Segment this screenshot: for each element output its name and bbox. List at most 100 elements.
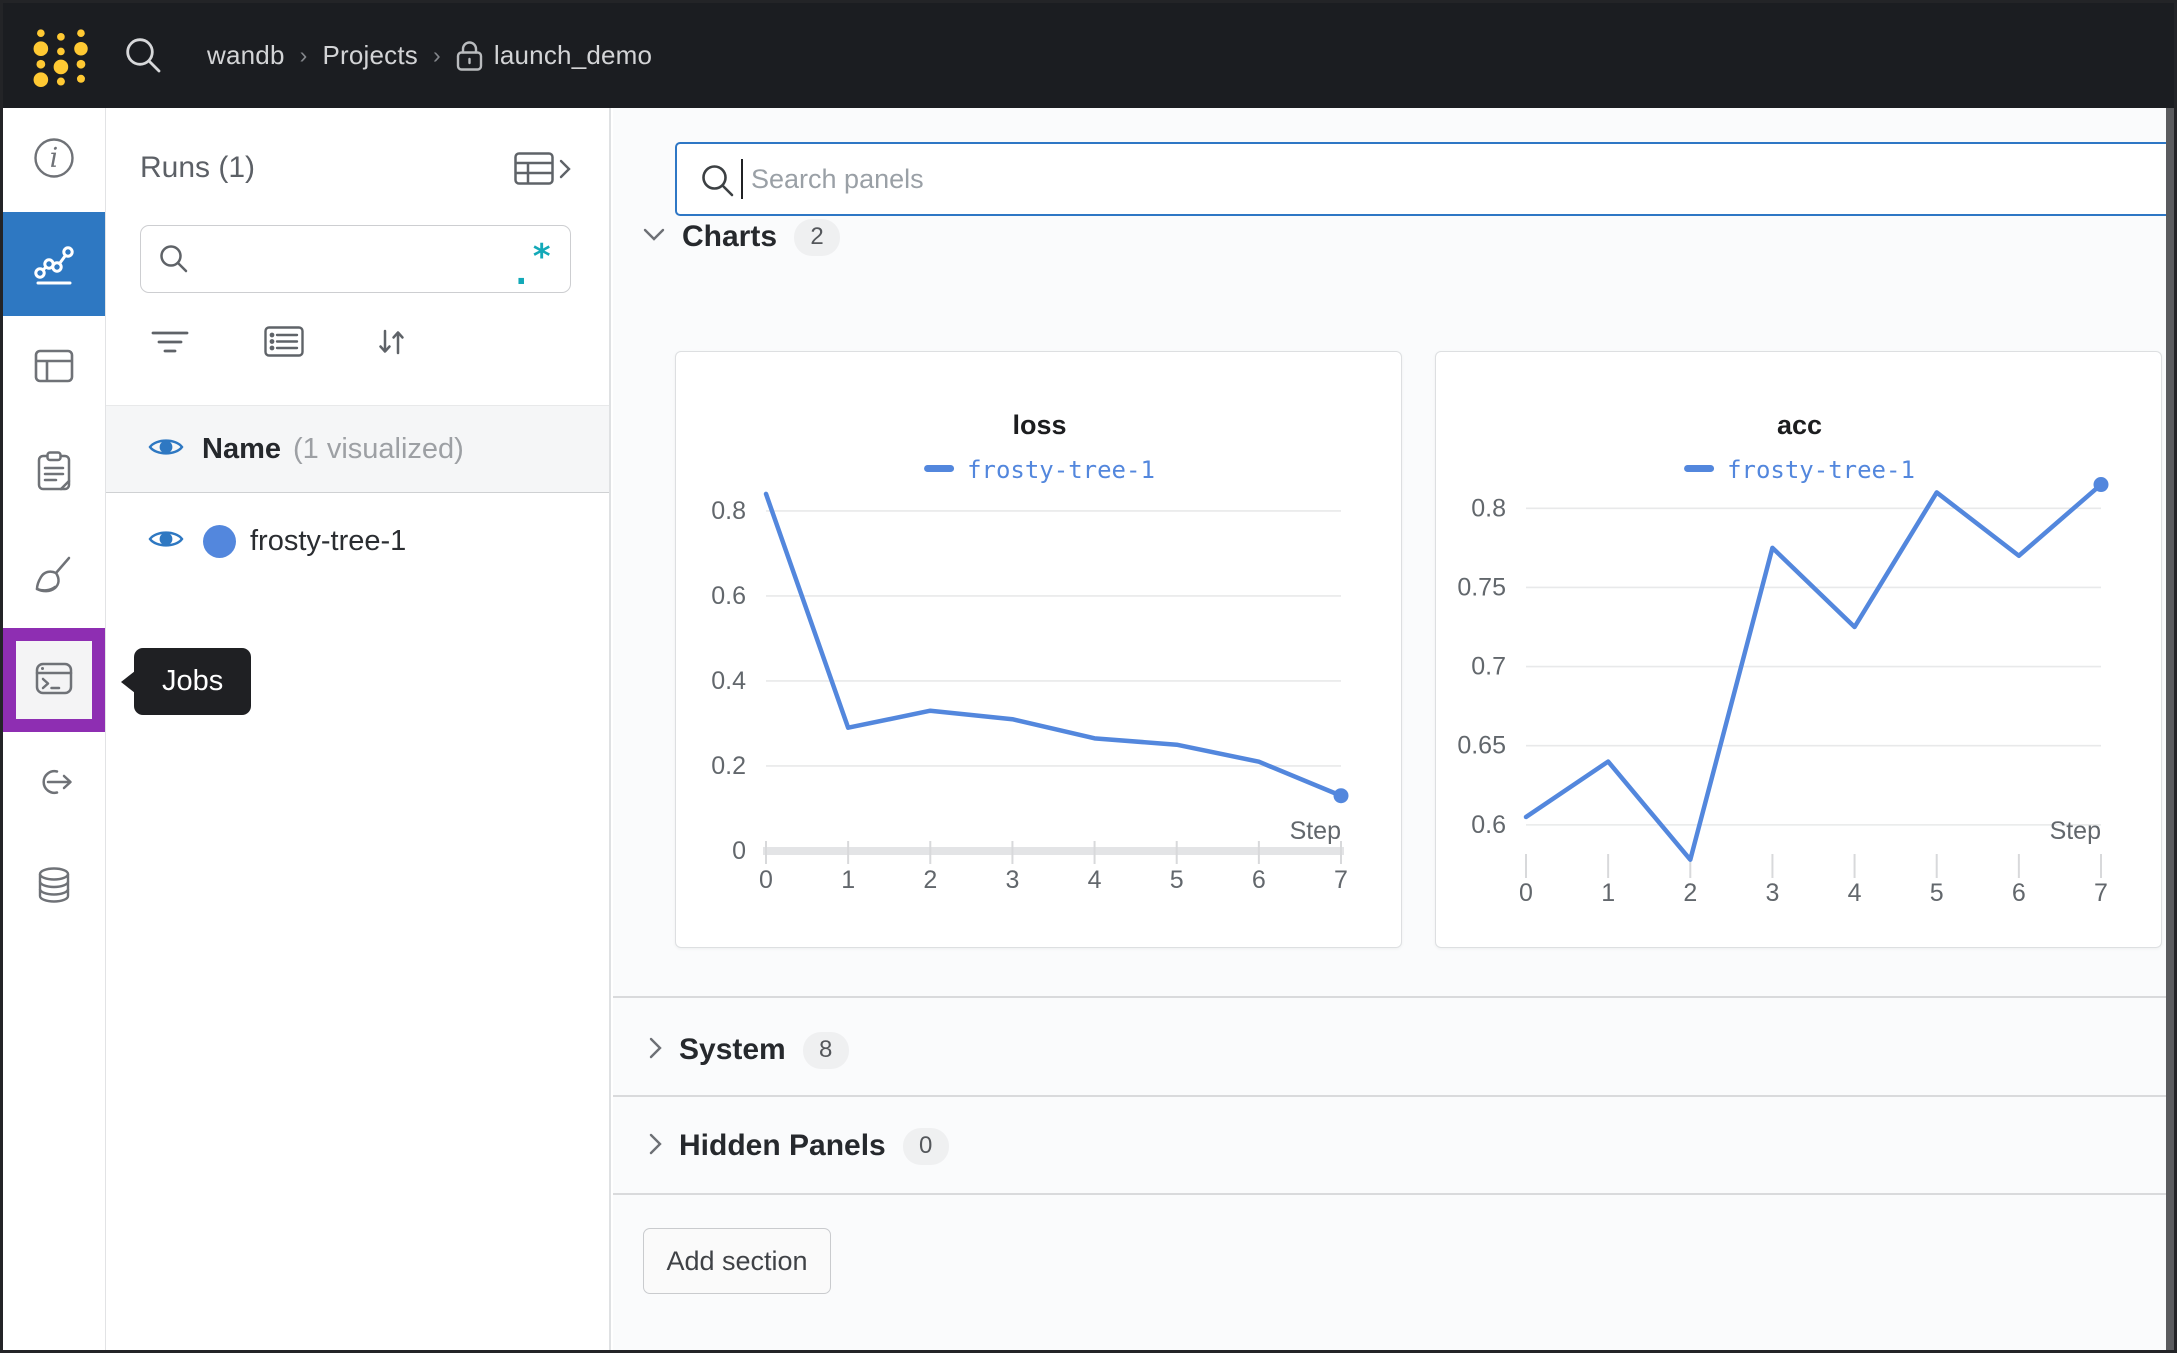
section-header-system[interactable]: System 8 [649,1019,849,1081]
divider [106,405,609,406]
chevron-right-icon[interactable] [649,1133,662,1160]
x-tick-label: 1 [1601,879,1615,907]
section-count-badge: 2 [794,218,841,256]
legend-swatch [1684,465,1715,472]
y-tick-label: 0.8 [711,497,746,525]
breadcrumb-projects[interactable]: Projects [322,40,419,70]
section-count-badge: 0 [902,1127,949,1165]
terminal-icon [31,655,77,706]
x-axis-line [763,847,1344,855]
runs-panel: Runs (1) [106,108,611,1350]
series-line [1523,482,2104,862]
sidebar-item-launch[interactable] [3,732,105,836]
acc-chart: acc frosty-tree-1 0.6 0.65 0.7 0.75 0.8 0 1 2 3 4 5 6… [1457,410,2109,907]
eye-icon[interactable] [148,527,184,556]
section-label: System [679,1033,786,1066]
broom-icon [31,551,77,602]
sidebar-item-tables[interactable] [3,316,105,420]
loss-chart: loss frosty-tree-1 0 0.2 0.4 0.6 0.8 0 1 2 3 4 5 6 7 St… [711,410,1349,894]
run-color-dot [203,524,236,558]
x-tick-label: 5 [1170,866,1184,894]
y-tick-label: 0.75 [1457,573,1506,601]
y-tick-label: 0.8 [1471,494,1506,522]
legend-run-name[interactable]: frosty-tree-1 [967,456,1155,484]
runs-title: Runs (1) [140,151,256,184]
add-section-button[interactable]: Add section [643,1228,831,1294]
x-tick-label: 4 [1848,879,1862,907]
sidebar-item-sweeps[interactable] [3,524,105,628]
chevron-right-icon[interactable] [649,1037,662,1064]
runs-toolbar [150,326,530,357]
workspace: Charts 2 loss frosty-tree-1 0 0.2 0.4 0.6 0.8 0… [613,108,2174,1350]
database-icon [31,863,77,914]
x-axis-label: Step [2050,817,2101,845]
text-caret [741,159,743,199]
sidebar-item-overview[interactable]: i [3,108,105,212]
y-tick-label: 0.7 [1471,653,1506,681]
lock-icon [456,40,483,72]
chevron-right-icon [558,156,572,188]
y-tick-label: 0.6 [711,582,746,610]
jobs-tooltip-label: Jobs [162,665,224,697]
search-panels-input[interactable] [675,142,2174,216]
topbar-search-icon[interactable] [125,37,163,75]
y-tick-label: 0.4 [711,667,746,695]
table-icon [31,343,77,394]
legend-swatch [924,465,955,472]
x-tick-label: 2 [923,866,937,894]
runs-table-icon [514,152,554,192]
clipboard-icon [31,447,77,498]
section-header-hidden-panels[interactable]: Hidden Panels 0 [649,1115,949,1177]
y-tick-label: 0 [732,837,746,865]
sidebar-item-notes[interactable] [3,420,105,524]
x-tick-label: 6 [2012,879,2026,907]
breadcrumb-project-name[interactable]: launch_demo [493,40,653,70]
scrollbar[interactable] [2166,108,2174,1350]
section-header-charts[interactable]: Charts 2 [643,208,841,266]
filter-icon[interactable] [150,329,190,355]
runs-header-name: Name [202,432,281,465]
runs-header-visualized: (1 visualized) [293,432,464,465]
jobs-tooltip: Jobs [120,648,252,715]
eye-icon[interactable] [148,435,184,464]
chevron-down-icon[interactable] [643,228,665,246]
x-tick-label: 6 [1252,866,1266,894]
y-tick-label: 0.2 [711,752,746,780]
breadcrumb-separator: › [433,42,441,68]
x-tick-label: 2 [1683,879,1697,907]
sidebar-item-jobs[interactable] [3,628,105,732]
section-label: Hidden Panels [679,1129,886,1162]
sidebar-item-artifacts[interactable] [3,836,105,940]
divider [613,1193,2174,1195]
runs-header-row: Name (1 visualized) [106,406,609,493]
section-label: Charts [682,220,778,253]
info-icon: i [31,135,77,186]
wandb-logo-icon[interactable] [29,24,91,88]
x-tick-label: 4 [1088,866,1102,894]
panel-acc[interactable]: acc frosty-tree-1 0.6 0.65 0.7 0.75 0.8 0 1 2 3 4 5 6… [1435,351,2162,948]
breadcrumb: wandb › Projects › launch_demo [207,40,652,72]
topbar: wandb › Projects › launch_demo [3,3,2174,108]
breadcrumb-entity[interactable]: wandb [207,40,285,70]
panel-loss[interactable]: loss frosty-tree-1 0 0.2 0.4 0.6 0.8 0 1 2 3 4 5 6 7 St… [675,351,1402,948]
chart-title: loss [1012,410,1066,440]
line-chart-icon [31,238,77,291]
x-tick-label: 0 [759,866,773,894]
search-icon [159,244,189,274]
sort-icon[interactable] [378,327,405,357]
runs-search-box[interactable]: . * [140,225,571,293]
y-tick-label: 0.6 [1471,811,1506,839]
x-tick-label: 1 [841,866,855,894]
x-axis-label: Step [1290,817,1341,845]
legend-run-name[interactable]: frosty-tree-1 [1727,456,1915,484]
group-list-icon[interactable] [264,326,304,357]
sidebar-item-charts[interactable] [3,212,105,316]
last-point-dot [2093,477,2109,493]
expand-runs-table-button[interactable] [514,152,572,192]
link-arrow-icon [31,759,77,810]
x-tick-label: 5 [1930,879,1944,907]
x-tick-label: 7 [2094,879,2108,907]
run-row[interactable]: frosty-tree-1 [106,494,609,588]
x-tick-label: 3 [1005,866,1019,894]
